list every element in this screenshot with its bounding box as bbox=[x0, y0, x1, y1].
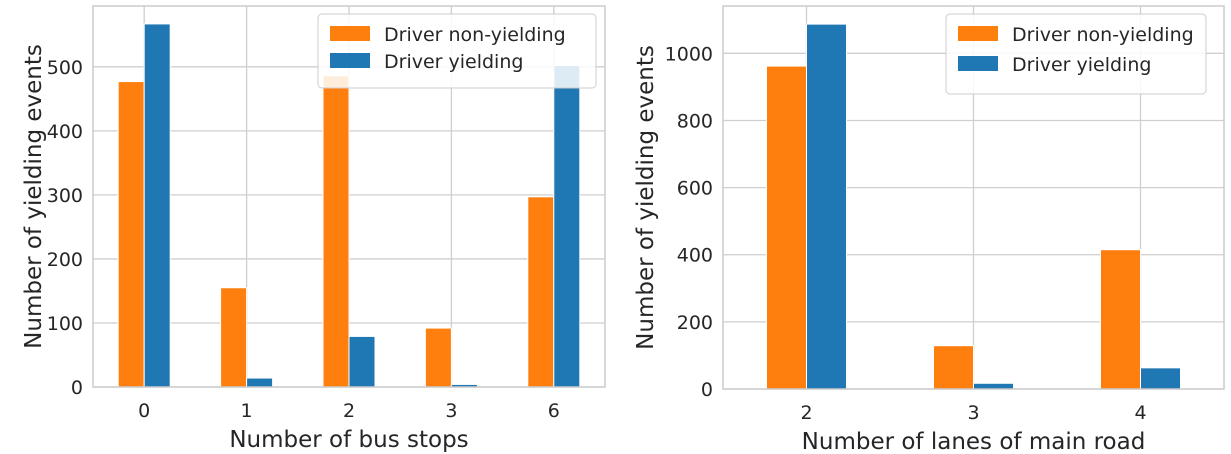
bar-yielding bbox=[348, 335, 376, 388]
y-tick-label: 600 bbox=[677, 178, 713, 200]
bar-non-yielding bbox=[424, 327, 452, 388]
legend-label-non-yielding: Driver non-yielding bbox=[1012, 24, 1194, 46]
y-axis-label: Number of yielding events bbox=[633, 45, 659, 350]
bar-non-yielding bbox=[933, 345, 974, 390]
y-tick-labels: 0 200 400 600 800 1000 bbox=[665, 43, 713, 401]
bars bbox=[117, 23, 581, 388]
y-tick-label: 500 bbox=[47, 57, 83, 79]
x-tick-label: 3 bbox=[967, 402, 979, 424]
x-axis-label: Number of bus stops bbox=[229, 427, 468, 453]
legend: Driver non-yielding Driver yielding bbox=[945, 13, 1207, 95]
y-tick-label: 0 bbox=[71, 377, 83, 399]
y-tick-label: 200 bbox=[47, 249, 83, 271]
legend-box bbox=[945, 13, 1207, 95]
y-axis-label: Number of yielding events bbox=[21, 44, 47, 349]
bar-non-yielding bbox=[117, 81, 145, 388]
y-tick-label: 800 bbox=[677, 110, 713, 132]
y-tick-label: 100 bbox=[47, 313, 83, 335]
bus-stops-chart: 0 100 200 300 400 500 0 1 2 3 6 Number of bus sto… bbox=[21, 5, 606, 453]
legend-label-yielding: Driver yielding bbox=[1012, 54, 1151, 76]
bar-non-yielding bbox=[766, 65, 807, 390]
y-tick-label: 0 bbox=[701, 379, 713, 401]
y-tick-label: 300 bbox=[47, 185, 83, 207]
x-tick-labels: 2 3 4 bbox=[800, 402, 1146, 424]
bar-yielding bbox=[1140, 367, 1181, 390]
bar-yielding bbox=[143, 23, 171, 388]
x-tick-label: 2 bbox=[800, 402, 812, 424]
x-tick-label: 2 bbox=[343, 400, 355, 422]
bar-non-yielding bbox=[322, 75, 350, 388]
x-tick-label: 3 bbox=[445, 400, 457, 422]
x-axis-label: Number of lanes of main road bbox=[802, 429, 1146, 454]
lanes-chart: 0 200 400 600 800 1000 2 3 4 Number of lanes of… bbox=[633, 5, 1225, 454]
y-tick-labels: 0 100 200 300 400 500 bbox=[47, 57, 83, 399]
x-tick-label: 1 bbox=[241, 400, 253, 422]
y-tick-label: 400 bbox=[47, 121, 83, 143]
legend-label-non-yielding: Driver non-yielding bbox=[384, 24, 566, 46]
x-tick-label: 0 bbox=[138, 400, 150, 422]
bar-yielding bbox=[973, 382, 1014, 390]
legend-swatch-non-yielding bbox=[330, 26, 370, 41]
x-tick-label: 4 bbox=[1134, 402, 1146, 424]
bar-yielding bbox=[246, 377, 274, 388]
x-tick-label: 6 bbox=[548, 400, 560, 422]
bar-yielding bbox=[553, 65, 581, 388]
legend-swatch-yielding bbox=[958, 56, 998, 71]
legend-swatch-non-yielding bbox=[958, 26, 998, 41]
legend-label-yielding: Driver yielding bbox=[384, 51, 523, 73]
bar-non-yielding bbox=[1100, 249, 1141, 390]
bar-non-yielding bbox=[220, 287, 248, 388]
bar-non-yielding bbox=[527, 196, 555, 388]
legend-swatch-yielding bbox=[330, 53, 370, 68]
y-tick-label: 1000 bbox=[665, 43, 713, 65]
plot-frame bbox=[92, 5, 606, 388]
y-tick-label: 200 bbox=[677, 312, 713, 334]
plot-frame bbox=[722, 5, 1225, 390]
legend: Driver non-yielding Driver yielding bbox=[317, 13, 597, 89]
legend-box bbox=[317, 13, 597, 89]
y-tick-label: 400 bbox=[677, 245, 713, 267]
x-tick-labels: 0 1 2 3 6 bbox=[138, 400, 560, 422]
bars bbox=[766, 23, 1181, 390]
bar-yielding bbox=[806, 23, 847, 390]
